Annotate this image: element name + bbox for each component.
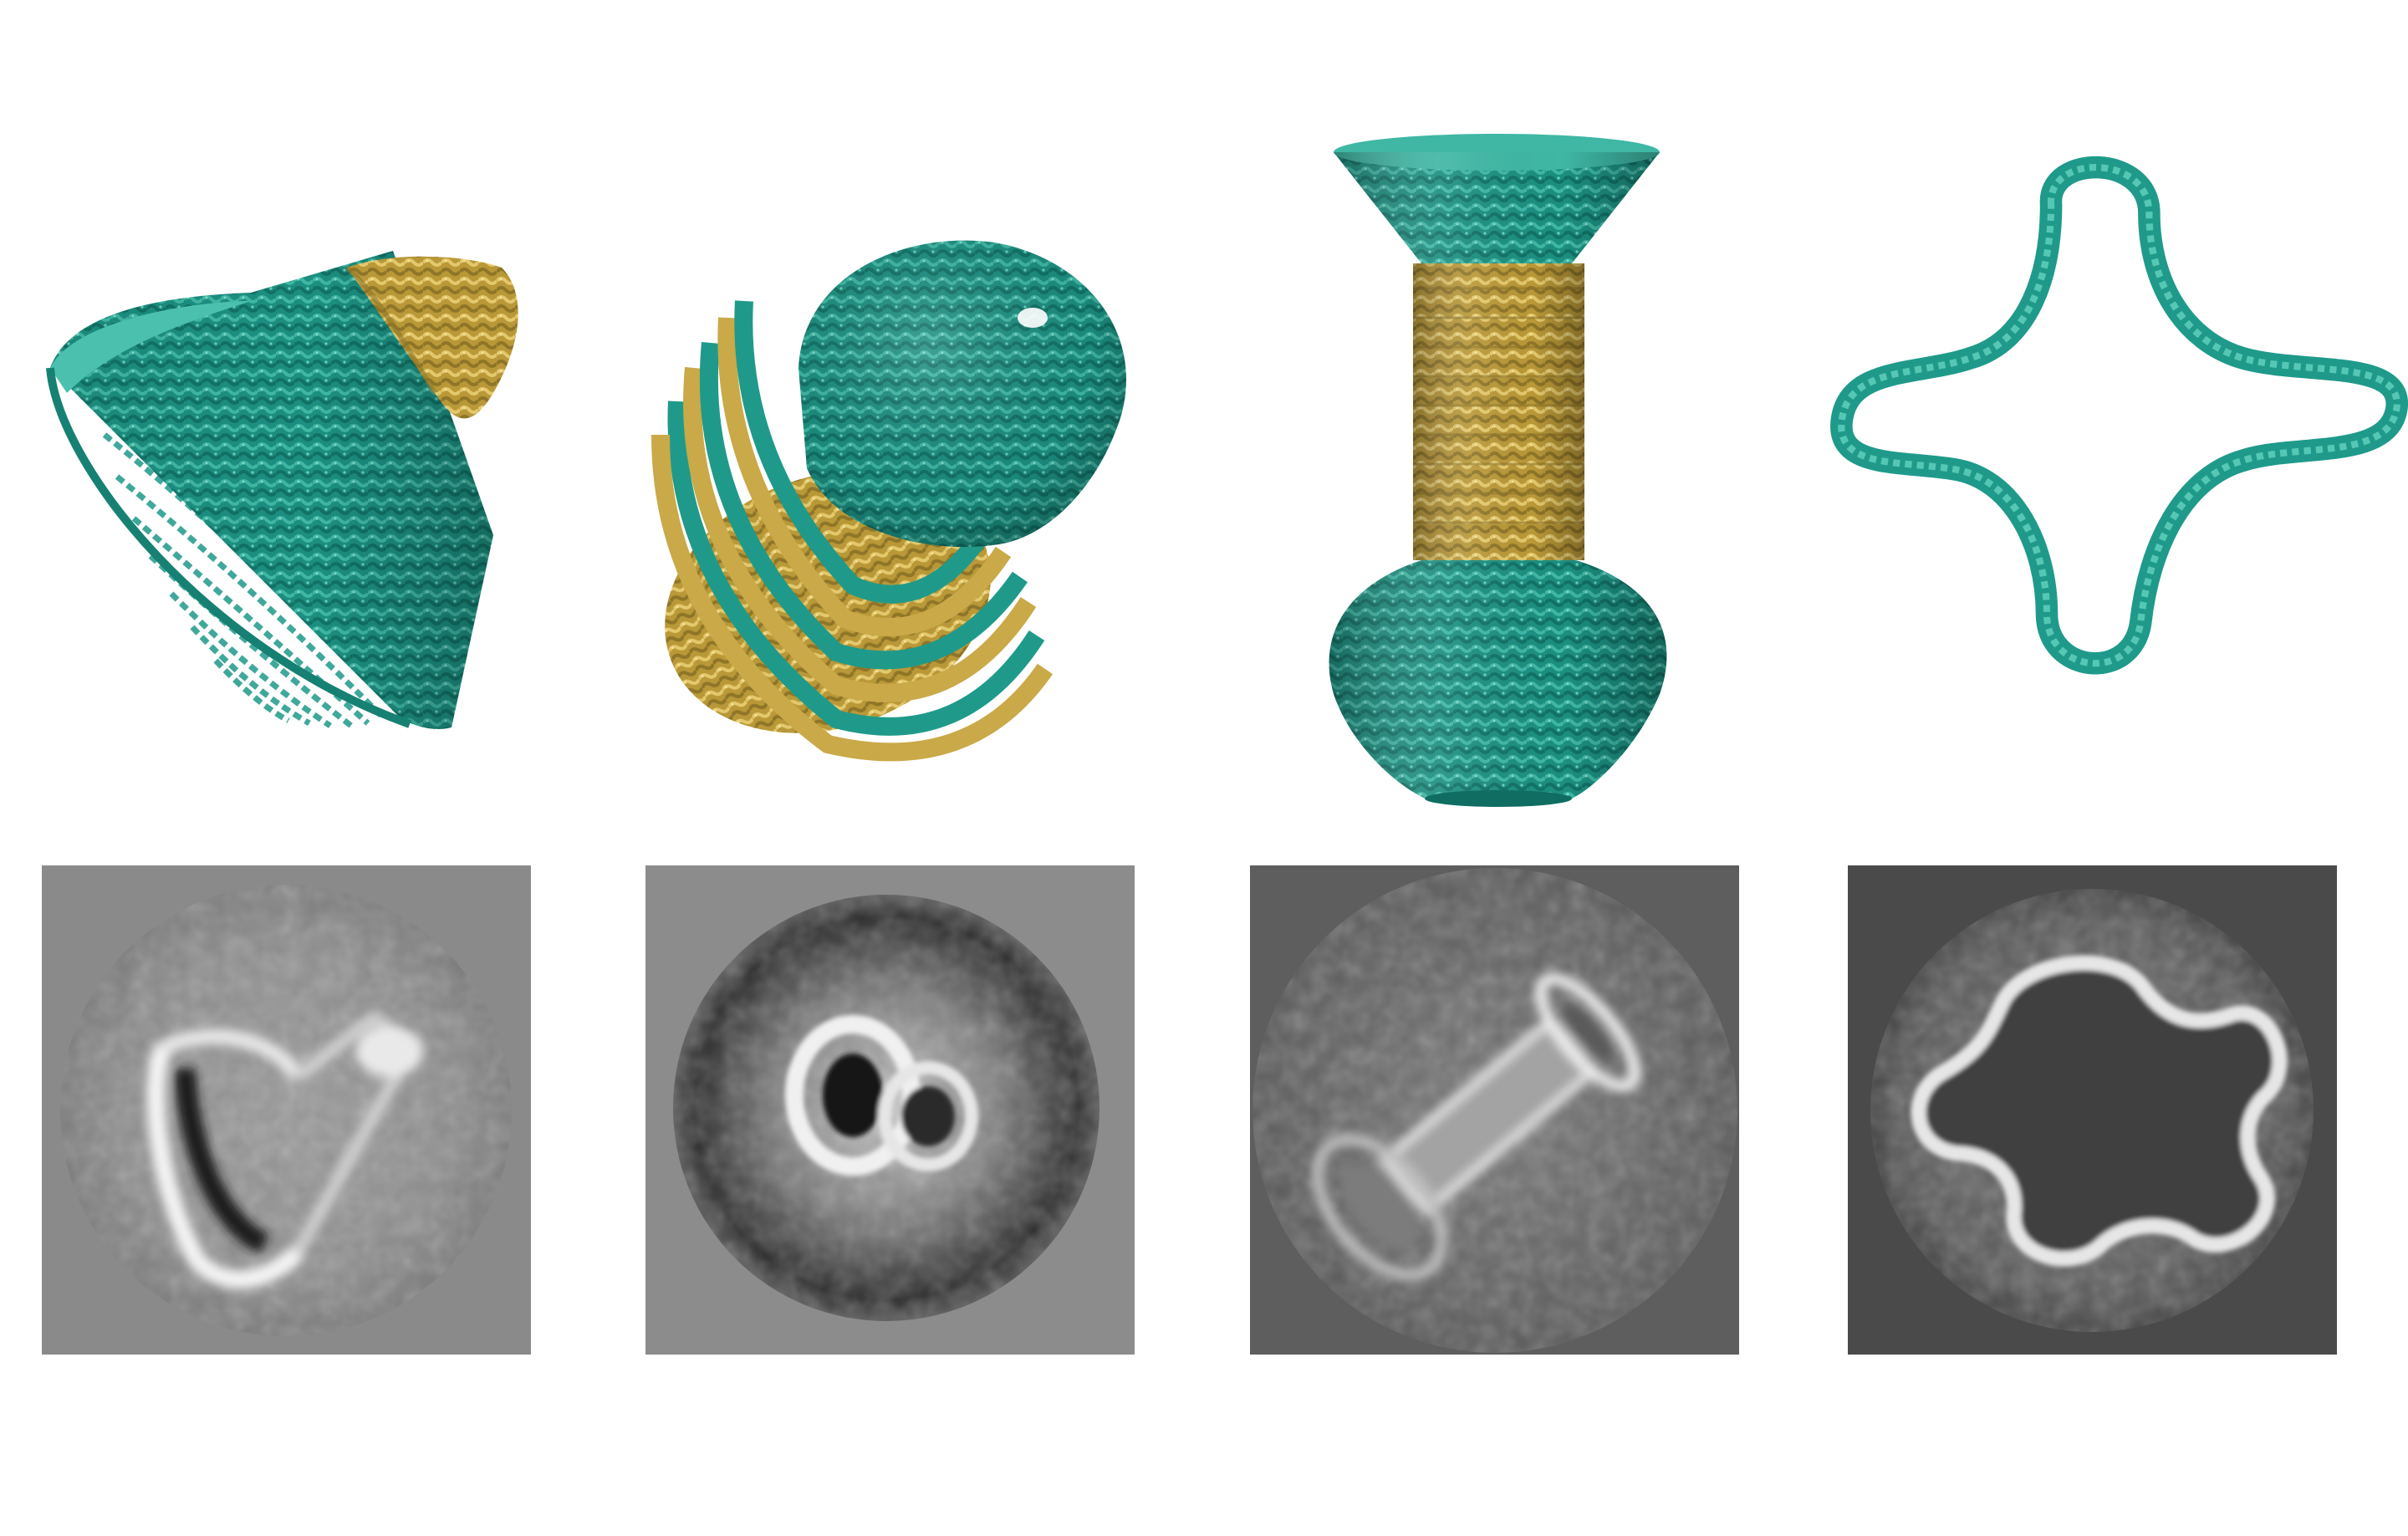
ring-class-average [1848,865,2337,1355]
vase-class-average [1250,865,1739,1355]
dna-origami-bell-model [651,240,1126,762]
dna-origami-cone-model [46,251,518,729]
dna-origami-ring-model [1830,156,2408,675]
dna-origami-vase-model [1329,134,1667,807]
cone-class-average [42,865,531,1355]
bell-class-average [645,865,1135,1355]
